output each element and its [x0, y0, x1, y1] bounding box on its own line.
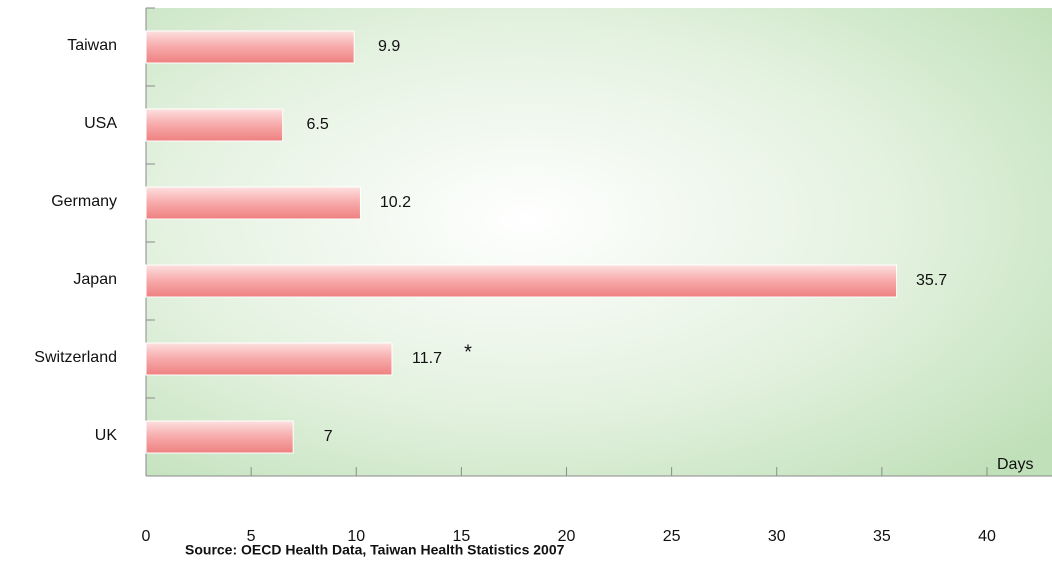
x-tick-label: 20	[558, 528, 576, 545]
y-tick-label: UK	[95, 427, 118, 444]
y-tick-label: Switzerland	[34, 349, 117, 366]
bar	[145, 420, 294, 454]
x-tick-label: 0	[142, 528, 151, 545]
bar	[145, 342, 393, 376]
value-label: 6.5	[307, 116, 329, 133]
x-tick-label: 30	[768, 528, 786, 545]
x-tick-label: 25	[663, 528, 681, 545]
bar	[145, 264, 898, 298]
value-label: 11.7	[412, 350, 442, 367]
y-tick-label: Taiwan	[67, 37, 117, 54]
x-tick-label: 15	[452, 528, 470, 545]
plot-background	[146, 8, 1052, 476]
y-tick-label: USA	[84, 115, 117, 132]
y-tick-label: Germany	[51, 193, 117, 210]
x-tick-label: 35	[873, 528, 891, 545]
value-label: 7	[324, 428, 333, 445]
bar	[145, 186, 361, 220]
value-label: 10.2	[380, 194, 411, 211]
bar	[145, 30, 355, 64]
value-label: 9.9	[378, 38, 400, 55]
x-axis-label: Days	[997, 456, 1033, 473]
y-tick-label: Japan	[73, 271, 117, 288]
x-tick-label: 10	[347, 528, 365, 545]
annotation: *	[464, 341, 472, 363]
x-tick-label: 5	[247, 528, 256, 545]
bar	[145, 108, 284, 142]
x-tick-label: 40	[978, 528, 996, 545]
source-note: Source: OECD Health Data, Taiwan Health …	[185, 542, 565, 558]
value-label: 35.7	[916, 272, 947, 289]
